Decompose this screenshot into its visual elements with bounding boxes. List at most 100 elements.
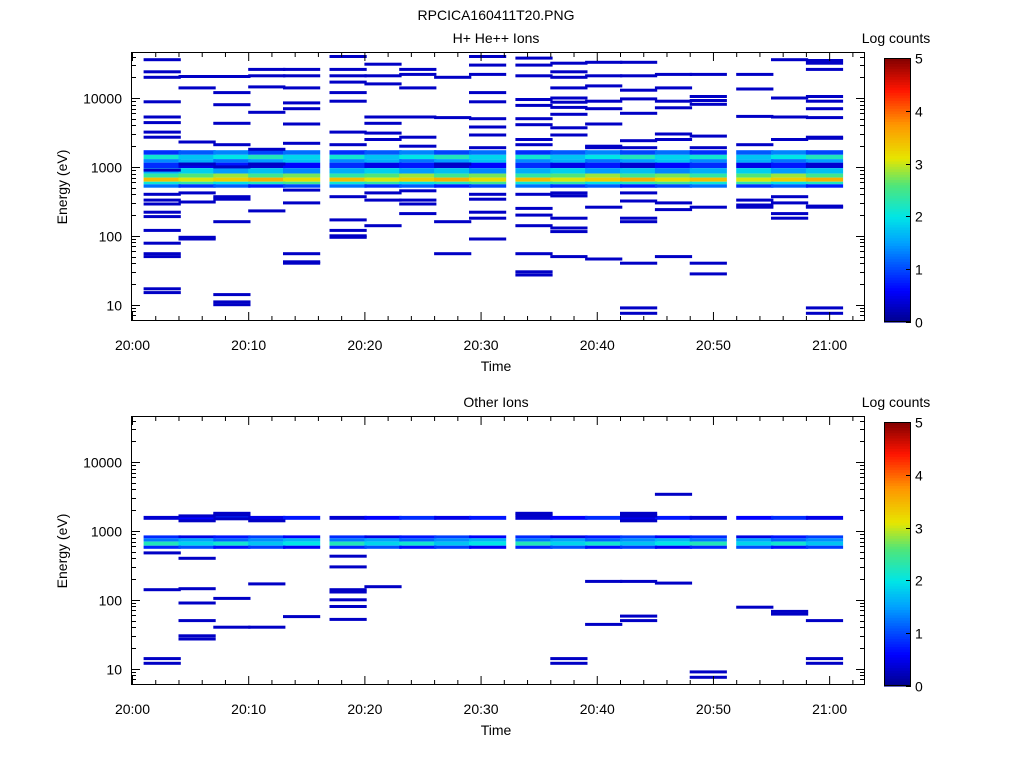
heatmap-sparse-cell [434,220,472,224]
heatmap-sparse-cell [805,657,844,661]
heatmap-sparse-cell [771,195,809,199]
colorbar-segment [884,532,911,537]
heatmap-sparse-cell [550,86,588,90]
other-ions-colorbar-label: Log counts [862,394,931,410]
heatmap-sparse-cell [515,103,553,107]
heatmap-sparse-cell [620,220,658,224]
heatmap-band-cell [736,181,774,185]
y-tick-label: 1000 [91,160,122,176]
colorbar-segment [884,71,911,75]
heatmap-band-cell [213,184,251,188]
heatmap-band-cell [654,150,693,155]
heatmap-sparse-cell [550,661,588,665]
heatmap-band-cell [399,162,437,169]
heatmap-sparse-cell [620,614,658,618]
heatmap-band-cell [283,162,321,169]
heatmap-sparse-cell [585,99,623,103]
colorbar-segment [884,240,911,244]
heatmap-sparse-cell [329,588,367,592]
heatmap-sparse-cell [178,587,216,591]
heatmap-sparse-cell [550,191,588,195]
heatmap-band-cell [143,515,181,520]
heatmap-sparse-cell [805,116,844,120]
heatmap-sparse-cell [213,303,251,307]
heatmap-band-cell [654,177,693,182]
heatmap-band-cell [469,515,507,520]
heatmap-band-cell [178,154,216,160]
x-tick-label: 20:40 [580,701,615,717]
heatmap-sparse-cell [805,311,844,315]
colorbar-segment [884,118,911,122]
heatmap-sparse-cell [515,56,553,60]
heatmap-band-cell [329,168,367,174]
heatmap-sparse-cell [143,210,181,214]
heatmap-sparse-cell [805,306,844,310]
heatmap-sparse-cell [143,202,181,206]
heatmap-sparse-cell [143,130,181,134]
colorbar-segment [884,76,911,80]
heatmap-sparse-cell [654,86,693,90]
heatmap-sparse-cell [329,565,367,569]
heatmap-sparse-cell [248,625,286,629]
heatmap-band-cell [213,154,251,160]
heatmap-sparse-cell [585,107,623,111]
heatmap-sparse-cell [283,615,321,619]
colorbar-segment [884,495,911,500]
heatmap-sparse-cell [654,138,693,141]
colorbar-segment [884,427,911,431]
colorbar-segment [884,155,911,159]
heatmap-band-cell [550,173,588,178]
heatmap-band-cell [689,535,727,539]
heatmap-band-cell [585,541,623,546]
heatmap-sparse-cell [399,189,437,193]
heatmap-sparse-cell [399,198,437,202]
heatmap-sparse-cell [805,95,844,98]
heatmap-sparse-cell [283,107,321,111]
heatmap-band-cell [689,177,727,182]
colorbar-segment [884,564,911,568]
heatmap-sparse-cell [550,75,588,79]
colorbar-segment [884,110,911,115]
heatmap-band-cell [248,181,286,185]
heatmap-band-cell [620,515,658,520]
heatmap-sparse-cell [178,86,216,90]
heatmap-band-cell [585,154,623,160]
heatmap-band-cell [620,538,658,542]
heatmap-band-cell [771,162,809,169]
x-tick-label: 20:10 [231,337,266,353]
heatmap-band-cell [329,181,367,185]
heatmap-band-cell [620,162,658,169]
colorbar-segment [884,113,911,117]
colorbar-segment [884,678,911,682]
colorbar-segment [884,493,911,497]
heatmap-sparse-cell [771,212,809,216]
y-tick-label: 10000 [83,91,122,107]
heatmap-sparse-cell [550,126,588,130]
heatmap-band-cell [771,545,809,549]
colorbar-segment [884,614,911,618]
heatmap-sparse-cell [178,235,216,239]
colorbar-segment [884,166,911,170]
heatmap-band-cell [364,177,402,182]
heatmap-band-cell [689,538,727,542]
heatmap-sparse-cell [329,55,367,58]
heatmap-sparse-cell [515,224,553,228]
colorbar-segment [884,511,911,515]
heatmap-band-cell [689,150,727,155]
heatmap-sparse-cell [143,198,181,202]
colorbar-segment [884,100,911,104]
heatmap-band-cell [620,150,658,155]
colorbar-segment [884,633,911,637]
heatmap-band-cell [143,150,181,155]
colorbar-segment [884,654,911,658]
heatmap-band-cell [550,181,588,185]
heatmap-band-cell [434,181,472,185]
heatmap-band-cell [654,168,693,174]
heatmap-band-cell [736,177,774,182]
heatmap-band-cell [515,535,553,539]
heatmap-band-cell [620,535,658,539]
heatmap-band-cell [654,184,693,188]
heatmap-sparse-cell [364,115,402,119]
heatmap-band-cell [399,181,437,185]
heatmap-band-cell [771,177,809,182]
